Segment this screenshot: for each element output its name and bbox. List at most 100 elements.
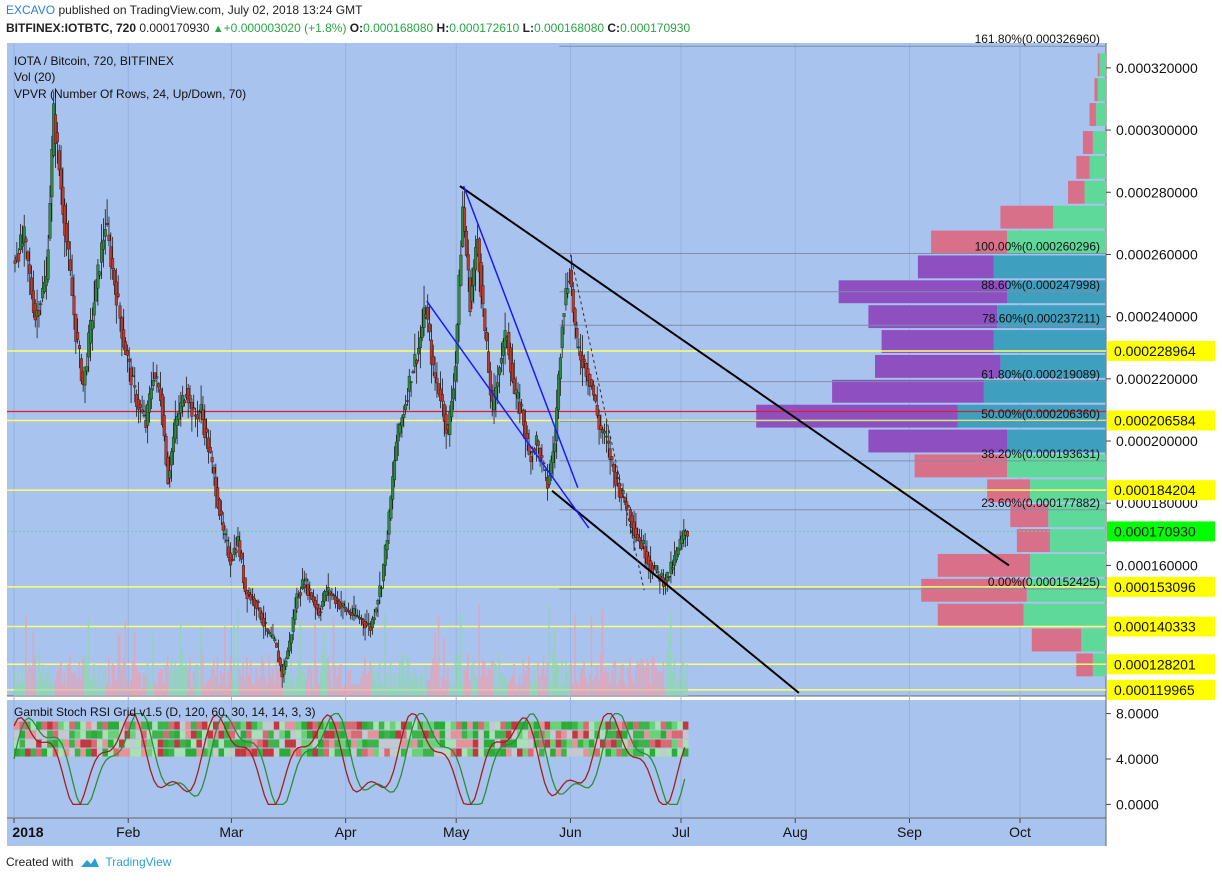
candle-body (575, 328, 579, 338)
volume-bar (408, 657, 410, 696)
volume-bar (610, 670, 613, 696)
volume-bar (303, 671, 305, 696)
rsi-grid-cell (610, 748, 617, 757)
volume-bar (155, 686, 158, 696)
rsi-grid-cell (550, 721, 556, 730)
candle-body (299, 592, 303, 596)
candle-body (142, 414, 146, 417)
volume-bar (424, 666, 427, 696)
rsi-grid-cell (577, 748, 584, 757)
rsi-grid-cell (113, 721, 120, 730)
rsi-grid-cell (30, 748, 37, 757)
volume-bar (323, 632, 326, 696)
volume-bar (163, 683, 165, 696)
candle-body (124, 341, 128, 355)
volume-bar (592, 680, 595, 696)
rsi-grid-cell (290, 739, 296, 748)
candle-body (155, 376, 159, 379)
candle-body (656, 571, 660, 573)
rsi-grid-cell (389, 721, 396, 730)
candle-body (114, 281, 118, 306)
rsi-grid-cell (124, 721, 131, 730)
y-tick-label: 0.000240000 (1116, 309, 1198, 325)
candle-body (354, 614, 358, 617)
candle-body (48, 203, 52, 239)
rsi-grid-cell (406, 721, 413, 730)
author-link[interactable]: EXCAVO (6, 3, 56, 17)
x-tick-label: Feb (116, 824, 140, 840)
rsi-grid-cell (201, 748, 208, 757)
candle-body (393, 460, 397, 481)
candle-body (265, 628, 269, 632)
candle-body (450, 400, 454, 418)
volume-bar (467, 654, 469, 696)
level-label: 0.000153096 (1114, 579, 1196, 595)
symbol-label[interactable]: BITFINEX:IOTBTC, 720 (6, 21, 137, 35)
rsi-grid-cell (594, 721, 600, 730)
volume-bar (450, 684, 453, 696)
candle-body (407, 375, 411, 392)
rsi-grid-cell (384, 748, 390, 757)
trend-line (426, 300, 590, 529)
rsi-grid-cell (69, 748, 75, 757)
volume-bar (236, 608, 239, 696)
rsi-grid-cell (434, 721, 440, 730)
rsi-grid-cell (295, 721, 302, 730)
rsi-grid-cell (135, 721, 142, 730)
rsi-grid-cell (572, 748, 578, 757)
volume-bar (229, 656, 232, 696)
candle-body (313, 600, 317, 608)
volume-bar (419, 674, 421, 696)
rsi-grid-cell (362, 721, 368, 730)
candle-body (522, 409, 526, 426)
volume-bar (106, 683, 108, 696)
candle-body (604, 435, 608, 438)
tradingview-logo[interactable]: TradingView (79, 855, 171, 869)
rsi-grid-cell (494, 739, 501, 748)
symbol-header: BITFINEX:IOTBTC, 720 0.000170930 ▲+0.000… (6, 21, 690, 35)
rsi-tick-label: 0.0000 (1116, 796, 1159, 812)
x-tick-label: Sep (897, 824, 922, 840)
rsi-grid-cell (268, 739, 274, 748)
candle-body (89, 319, 93, 344)
rsi-grid-cell (467, 748, 473, 757)
rsi-grid-cell (157, 730, 164, 739)
volume-bar (150, 685, 152, 696)
candle-body (96, 264, 100, 289)
rsi-grid-cell (130, 721, 136, 730)
candle-body (569, 269, 573, 288)
candle-body (483, 308, 487, 331)
volume-bar (531, 685, 534, 696)
candle-body (558, 357, 562, 380)
rsi-grid-cell (262, 739, 269, 748)
rsi-grid-cell (36, 721, 42, 730)
vp-down-bar (868, 429, 1007, 453)
volume-bar (284, 661, 287, 696)
volume-bar (161, 669, 163, 696)
candle-body (50, 149, 54, 198)
rsi-grid-cell (517, 730, 523, 739)
volume-bar (190, 686, 193, 696)
candle-body (678, 538, 682, 550)
candle-body (452, 388, 456, 400)
candle-body (654, 565, 658, 571)
rsi-grid-cell (406, 748, 413, 757)
rsi-grid-cell (157, 748, 164, 757)
candle-body (160, 394, 164, 425)
volume-bar (458, 657, 460, 696)
rsi-grid-cell (544, 730, 551, 739)
level-label-bg (1107, 340, 1215, 361)
candle-body (103, 229, 107, 237)
rsi-grid-cell (74, 721, 81, 730)
vp-down-bar (1082, 131, 1093, 154)
candle-body (437, 383, 441, 394)
rsi-grid-cell (207, 739, 214, 748)
rsi-grid-cell (616, 748, 623, 757)
candle-body (264, 622, 268, 624)
volume-bar (49, 682, 51, 696)
candle-body (310, 592, 314, 600)
volume-bar (117, 632, 119, 696)
volume-bar (493, 658, 495, 696)
volume-bar (375, 684, 377, 696)
